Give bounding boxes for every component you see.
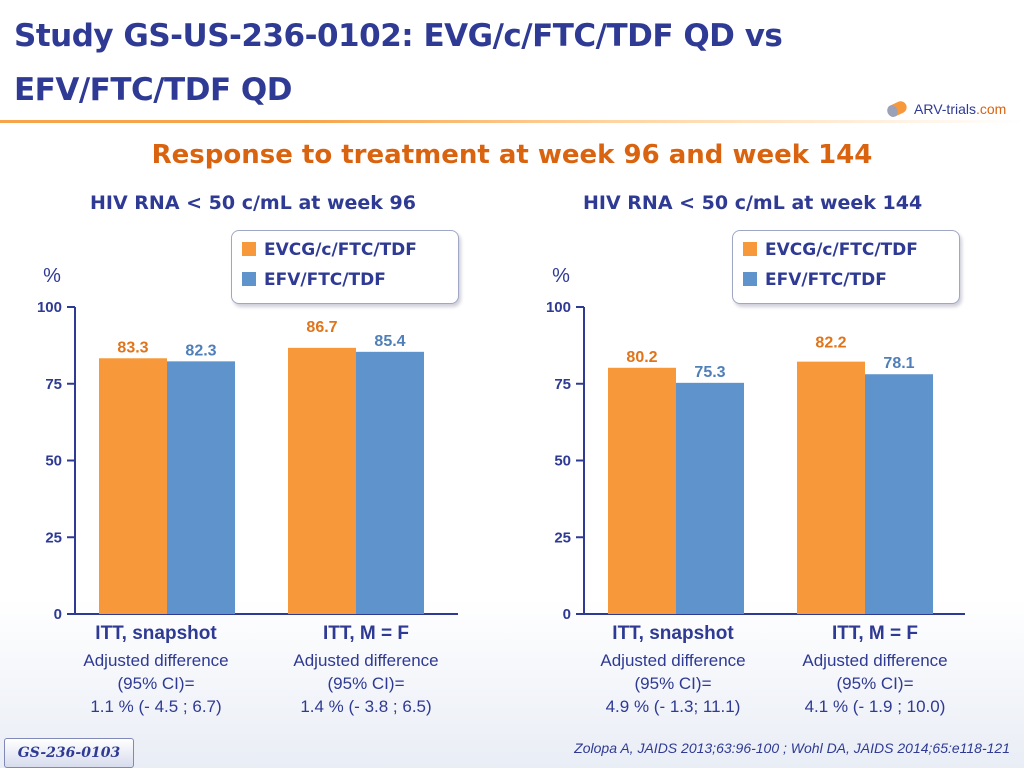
chart-right-title: HIV RNA < 50 c/mL at week 144 <box>583 192 923 214</box>
y-tick-label: 75 <box>554 376 571 393</box>
arv-trials-logo: ARV-trials.com <box>884 97 1014 123</box>
y-tick-label: 25 <box>45 529 62 546</box>
y-tick-label: 50 <box>554 453 571 470</box>
legend-swatch-orange <box>743 242 757 256</box>
adjusted-difference-label: Adjusted difference <box>293 651 439 670</box>
legend-label-efv: EFV/FTC/TDF <box>264 270 386 290</box>
adjusted-difference-value: 4.1 % (- 1.9 ; 10.0) <box>804 697 946 716</box>
bar-value-label: 75.3 <box>694 364 725 381</box>
study-badge: GS-236-0103 <box>4 738 134 768</box>
confidence-interval-label: (95% CI)= <box>634 674 712 693</box>
bar-value-label: 80.2 <box>626 349 657 366</box>
y-axis-label: % <box>552 265 570 287</box>
bar-value-label: 82.3 <box>185 342 216 359</box>
y-tick-label: 0 <box>563 606 571 623</box>
legend-label-efv: EFV/FTC/TDF <box>765 270 887 290</box>
legend-item-evg: EVCG/c/FTC/TDF <box>743 240 918 260</box>
adjusted-difference-value: 1.4 % (- 3.8 ; 6.5) <box>300 697 432 716</box>
legend-item-efv: EFV/FTC/TDF <box>743 270 887 290</box>
bar-value-label: 85.4 <box>374 333 405 350</box>
legend-swatch-blue <box>743 272 757 286</box>
bar-efv <box>167 361 235 614</box>
y-tick-label: 100 <box>37 299 62 316</box>
y-tick-label: 75 <box>45 376 62 393</box>
slide-title-line-2: EFV/FTC/TDF QD <box>14 72 293 108</box>
adjusted-difference-label: Adjusted difference <box>802 651 948 670</box>
logo-suffix: com <box>979 101 1007 117</box>
bar-efv <box>865 374 933 614</box>
title-underline <box>0 120 1024 123</box>
legend-item-efv: EFV/FTC/TDF <box>242 270 386 290</box>
y-tick-label: 50 <box>45 453 62 470</box>
chart-left-title: HIV RNA < 50 c/mL at week 96 <box>90 192 416 214</box>
bar-efv <box>676 382 744 614</box>
logo-brand: ARV-trials <box>914 101 976 117</box>
legend-swatch-blue <box>242 272 256 286</box>
adjusted-difference-label: Adjusted difference <box>83 651 229 670</box>
category-label: ITT, snapshot <box>612 623 734 644</box>
y-tick-label: 100 <box>546 299 571 316</box>
bar-value-label: 82.2 <box>815 335 846 352</box>
category-label: ITT, snapshot <box>95 623 217 644</box>
legend-item-evg: EVCG/c/FTC/TDF <box>242 240 417 260</box>
adjusted-difference-value: 4.9 % (- 1.3; 11.1) <box>605 697 741 716</box>
y-tick-label: 25 <box>554 529 571 546</box>
logo-text: ARV-trials.com <box>914 101 1007 117</box>
pill-icon <box>887 101 907 117</box>
bar-value-label: 86.7 <box>306 319 337 336</box>
adjusted-difference-value: 1.1 % (- 4.5 ; 6.7) <box>90 697 222 716</box>
bar-evg <box>797 361 865 614</box>
slide-title-line-1: Study GS-US-236-0102: EVG/c/FTC/TDF QD v… <box>14 18 783 54</box>
bar-efv <box>356 351 424 614</box>
citation: Zolopa A, JAIDS 2013;63:96-100 ; Wohl DA… <box>574 740 1010 756</box>
adjusted-difference-label: Adjusted difference <box>600 651 746 670</box>
legend-swatch-orange <box>242 242 256 256</box>
bar-evg <box>288 347 356 614</box>
bar-evg <box>608 367 676 614</box>
bar-value-label: 78.1 <box>883 355 914 372</box>
confidence-interval-label: (95% CI)= <box>836 674 914 693</box>
bar-evg <box>99 358 167 614</box>
legend-label-evg: EVCG/c/FTC/TDF <box>765 240 918 260</box>
y-tick-label: 0 <box>54 606 62 623</box>
chart-left-legend: EVCG/c/FTC/TDF EFV/FTC/TDF <box>231 230 459 304</box>
y-axis-label: % <box>43 265 61 287</box>
chart-right-legend: EVCG/c/FTC/TDF EFV/FTC/TDF <box>732 230 960 304</box>
category-label: ITT, M = F <box>322 623 410 644</box>
bar-value-label: 83.3 <box>117 339 148 356</box>
legend-label-evg: EVCG/c/FTC/TDF <box>264 240 417 260</box>
confidence-interval-label: (95% CI)= <box>117 674 195 693</box>
category-label: ITT, M = F <box>831 623 919 644</box>
slide-subtitle: Response to treatment at week 96 and wee… <box>151 140 873 170</box>
confidence-interval-label: (95% CI)= <box>327 674 405 693</box>
